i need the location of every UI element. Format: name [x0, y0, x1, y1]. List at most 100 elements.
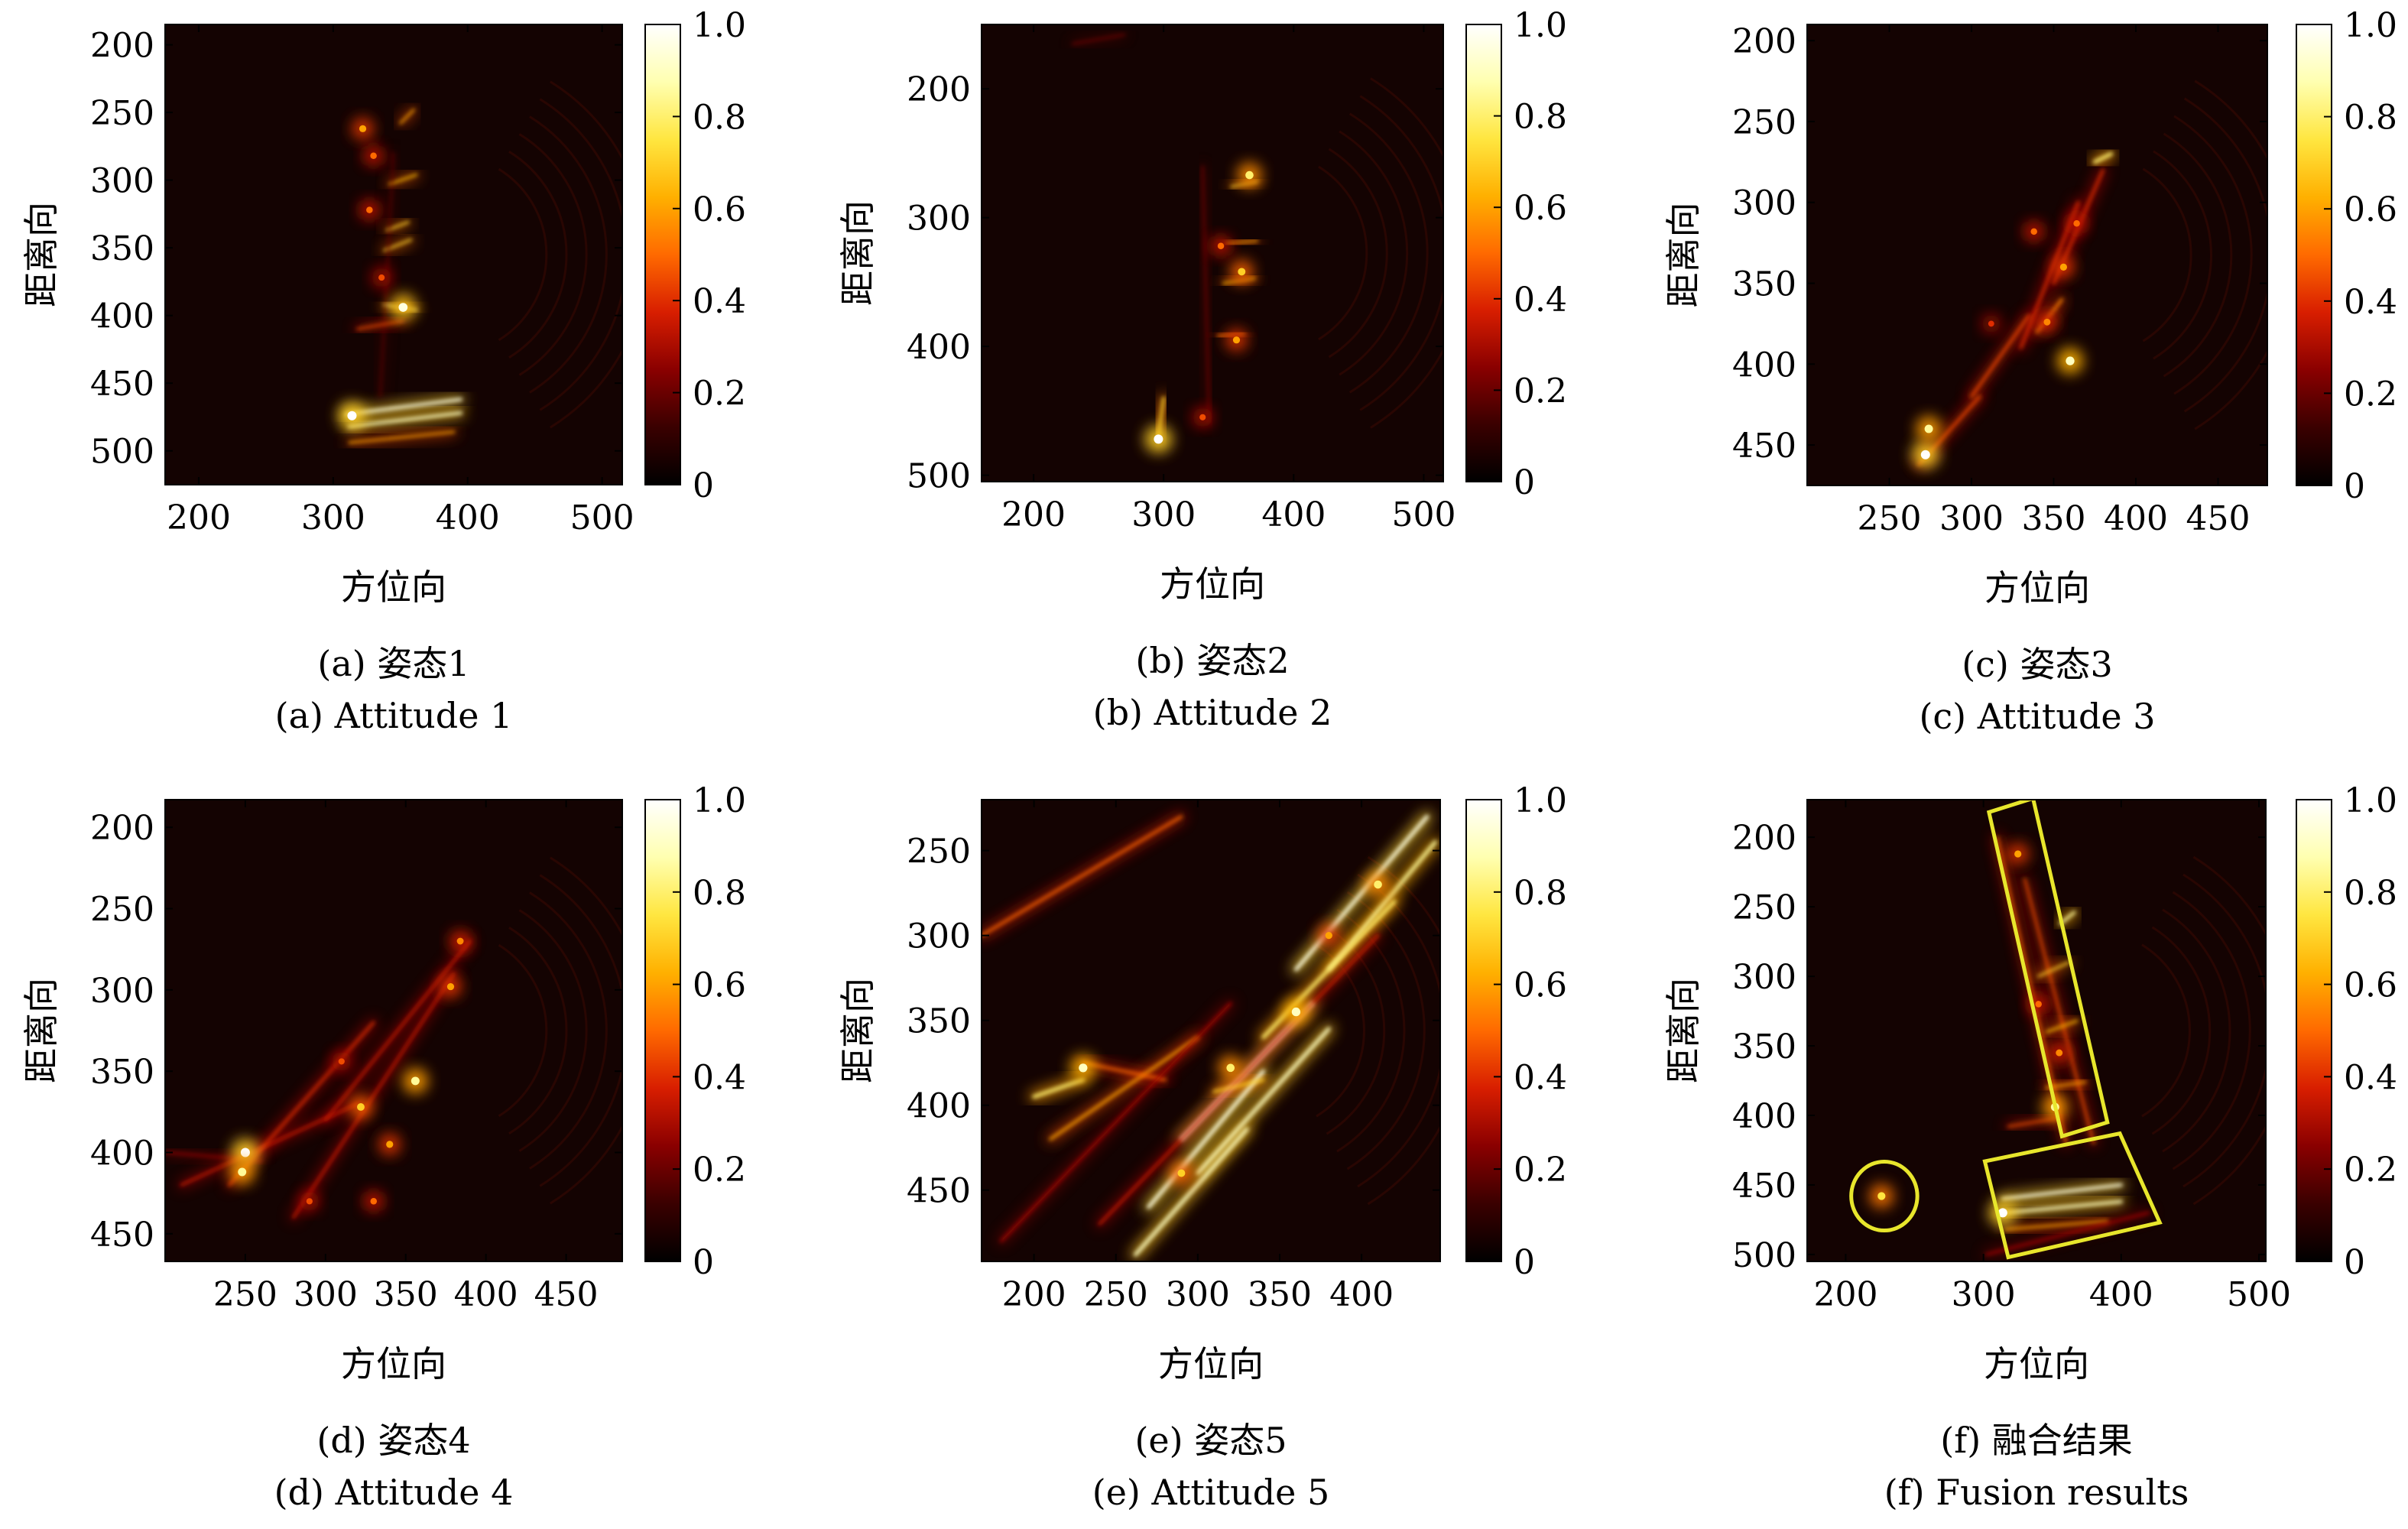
scatter-stroke [399, 109, 415, 125]
x-tick-label: 350 [2022, 499, 2086, 538]
caption-en: (f) Fusion results [1884, 1472, 2189, 1513]
x-tick-label: 400 [2089, 1275, 2153, 1314]
y-tick-label: 200 [90, 809, 154, 848]
x-axis-label: 方位向 [341, 1343, 446, 1385]
ripple-arc [2183, 97, 2267, 413]
colorbar [1465, 799, 1502, 1262]
scatter-spot [1325, 932, 1332, 940]
panel-f: 200 300 400 500 200 250 300 350 400 450 500 方位向 距离向 0… [1663, 781, 2397, 1513]
ripple-arc [539, 874, 622, 1187]
ripple-arc [508, 927, 568, 1135]
scatter-spot [378, 274, 385, 281]
scatter-spot [411, 1076, 420, 1086]
scatter-spot [1177, 1169, 1186, 1177]
plot-frame [164, 24, 623, 485]
plot-frame [1806, 799, 2267, 1262]
colorbar-tick-label: 0.4 [1514, 281, 1567, 320]
ripple-arc [1318, 165, 1368, 341]
colorbar-tick-label: 0.6 [2344, 190, 2397, 229]
scatter-stroke [1147, 1069, 1265, 1209]
scatter-stroke [1032, 1078, 1086, 1099]
y-tick-label: 350 [907, 1002, 971, 1041]
ripple-arc [1359, 95, 1443, 411]
colorbar [644, 799, 681, 1262]
heatmap-image [338, 80, 622, 446]
panel-d: 250 300 350 400 450 200 250 300 350 400 450 方位向 距离向 0… [21, 781, 746, 1513]
ripple-arc [2151, 926, 2212, 1135]
ripple-arc [1336, 908, 1406, 1153]
y-tick-label: 250 [1732, 888, 1796, 927]
caption-cn: (d) 姿态4 [316, 1420, 470, 1461]
colorbar-tick-label: 0.4 [2344, 1058, 2397, 1097]
scatter-spot [1154, 434, 1163, 444]
scatter-stroke [999, 1001, 1232, 1243]
x-tick-label: 500 [570, 498, 634, 537]
y-tick-label: 350 [1732, 265, 1796, 304]
ripple-arc [498, 943, 548, 1118]
ripple-arc [539, 98, 622, 411]
y-axis-label: 距离向 [21, 978, 62, 1083]
colorbar-tick-label: 0.8 [2344, 874, 2397, 913]
colorbar-tick-label: 0.6 [2344, 966, 2397, 1005]
x-tick-label: 500 [2227, 1275, 2291, 1314]
scatter-stroke [348, 430, 456, 444]
heatmap-image [1070, 32, 1443, 453]
colorbar-tick-label: 0.2 [1514, 372, 1567, 411]
annotation-box [1982, 1131, 2163, 1260]
y-axis-label: 距离向 [21, 202, 62, 307]
y-tick-label: 300 [90, 972, 154, 1011]
caption-cn: (c) 姿态3 [1962, 644, 2113, 685]
colorbar [644, 24, 681, 485]
ripple-arc [2141, 943, 2191, 1118]
ripple-arc [1357, 873, 1440, 1188]
scatter-stroke [345, 398, 462, 416]
caption-cn: (a) 姿态1 [317, 643, 469, 684]
scatter-spot [1374, 880, 1382, 889]
ripple-arc [2182, 873, 2266, 1188]
ripple-arc [1328, 148, 1388, 359]
y-axis-label: 距离向 [837, 200, 878, 306]
scatter-spot [366, 206, 373, 213]
colorbar-tick-label: 0.8 [1514, 98, 1567, 137]
y-axis-label: 距离向 [1663, 978, 1704, 1083]
y-tick-label: 400 [1732, 346, 1796, 385]
caption-cn: (e) 姿态5 [1134, 1420, 1287, 1461]
scatter-stroke [1049, 1036, 1199, 1141]
colorbar-tick-label: 0.8 [2344, 99, 2397, 138]
colorbar-tick-label: 1.0 [693, 6, 746, 45]
x-axis-label: 方位向 [1160, 563, 1265, 605]
y-axis-label: 距离向 [1663, 203, 1704, 308]
colorbar-tick-label: 0.8 [693, 874, 746, 913]
colorbar [1465, 24, 1502, 482]
scatter-stroke [1212, 1078, 1265, 1093]
scatter-spot [2059, 263, 2067, 271]
colorbar-tick-label: 0 [693, 466, 714, 505]
x-tick-label: 250 [1858, 499, 1922, 538]
scatter-stroke [1294, 814, 1430, 972]
x-tick-label: 300 [294, 1275, 358, 1314]
colorbar-tick-label: 0.2 [693, 375, 746, 414]
y-tick-label: 300 [90, 162, 154, 201]
x-tick-label: 450 [534, 1275, 599, 1314]
scatter-spot [1238, 268, 1246, 276]
scatter-stroke [1984, 1211, 2150, 1256]
scatter-spot [2066, 356, 2075, 365]
scatter-spot [1079, 1063, 1088, 1073]
colorbar-tick-label: 0.6 [1514, 189, 1567, 228]
x-tick-label: 250 [213, 1275, 277, 1314]
x-tick-label: 450 [2186, 499, 2251, 538]
x-tick-label: 300 [1131, 495, 1196, 534]
annotation-ellipse [1849, 1159, 1920, 1233]
plot-background [1807, 24, 2267, 485]
scatter-spot [2073, 219, 2080, 227]
caption-en: (e) Attitude 5 [1092, 1472, 1330, 1513]
scatter-spot [456, 937, 464, 945]
ripple-arc [529, 891, 608, 1170]
caption-cn: (b) 姿态2 [1135, 640, 1289, 681]
y-tick-label: 250 [907, 833, 971, 872]
colorbar-tick-label: 1.0 [2344, 6, 2397, 45]
ripple-arc [2172, 891, 2251, 1170]
x-tick-label: 400 [454, 1275, 518, 1314]
